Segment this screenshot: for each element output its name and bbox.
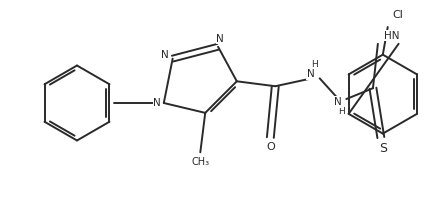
Text: H: H — [312, 60, 318, 69]
Text: O: O — [266, 142, 275, 152]
Text: CH₃: CH₃ — [191, 157, 209, 167]
Text: N: N — [216, 34, 224, 44]
Text: N: N — [153, 98, 161, 108]
Text: S: S — [379, 142, 387, 155]
Text: N: N — [307, 69, 315, 79]
Text: Cl: Cl — [392, 10, 403, 20]
Text: N: N — [161, 50, 169, 60]
Text: N: N — [334, 97, 341, 107]
Text: H: H — [338, 107, 345, 116]
Text: HN: HN — [384, 31, 400, 41]
